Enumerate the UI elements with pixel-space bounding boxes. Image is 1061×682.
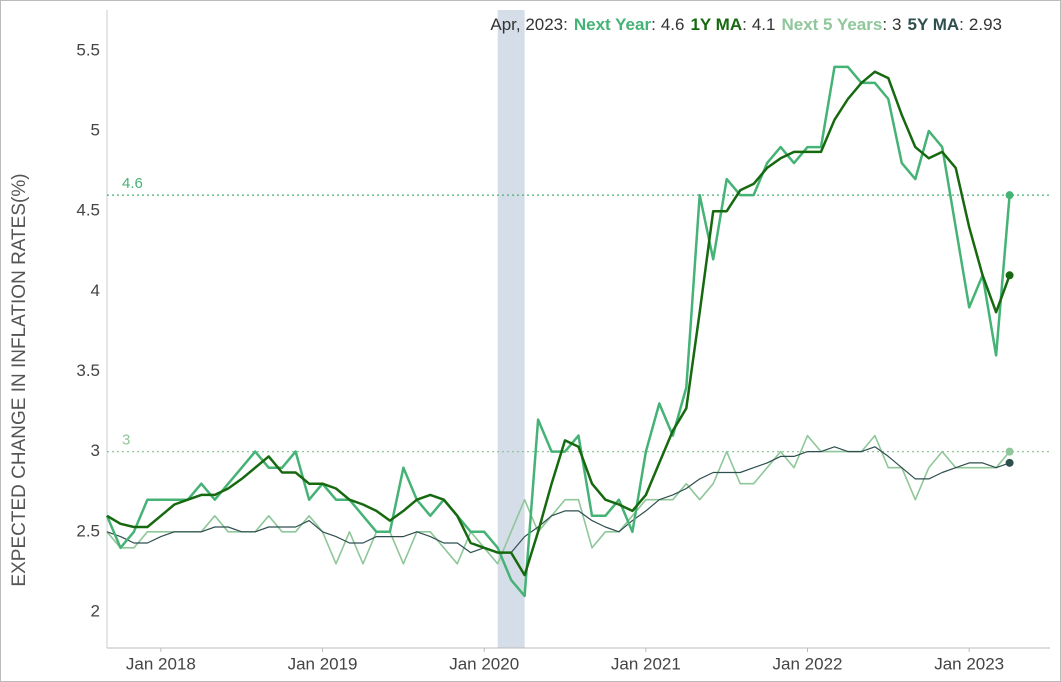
y-tick-label: 4.5 (76, 201, 100, 220)
y-tick-label: 2.5 (76, 521, 100, 540)
legend-sep: : (651, 15, 656, 34)
legend-value: 3 (892, 15, 901, 34)
reference-label: 3 (122, 432, 130, 449)
legend-sep: : (742, 15, 747, 34)
x-tick-label: Jan 2020 (449, 654, 519, 673)
series-line (106, 446, 1010, 554)
legend-name: 1Y MA (690, 15, 742, 34)
y-tick-label: 5 (91, 121, 100, 140)
header-date: Apr, 2023: (490, 15, 568, 34)
x-tick-label: Jan 2022 (773, 654, 843, 673)
plot-area: 2 2.5 3 3.5 4 4.5 5 5.5 Jan 2018 Jan 2019 Jan 2020… (76, 10, 1050, 673)
y-tick-label: 3.5 (76, 361, 100, 380)
legend-sep: : (882, 15, 887, 34)
x-tick-label: Jan 2021 (611, 654, 681, 673)
y-tick-label: 2 (91, 601, 100, 620)
x-tick-label: Jan 2018 (126, 654, 196, 673)
legend-sep: : (959, 15, 964, 34)
reference-label: 4.6 (122, 175, 143, 192)
series-line (105, 65, 1011, 598)
legend-value: 4.6 (661, 15, 685, 34)
legend-name: Next 5 Years (781, 15, 882, 34)
x-tick-label: Jan 2023 (934, 654, 1004, 673)
y-tick-label: 5.5 (76, 40, 100, 59)
y-axis-label: EXPECTED CHANGE IN INFLATION RATES(%) (9, 173, 30, 586)
last-point (1005, 458, 1014, 467)
x-tick-label: Jan 2019 (288, 654, 358, 673)
legend-value: 4.1 (752, 15, 776, 34)
legend-name: Next Year (574, 15, 652, 34)
header: Apr, 2023: Next Year: 4.6 1Y MA: 4.1 Next 5 Y… (490, 15, 1002, 34)
series-line (106, 70, 1011, 577)
series-line (106, 434, 1011, 565)
legend-name: 5Y MA (908, 15, 960, 34)
last-point (1005, 447, 1014, 456)
y-tick-label: 3 (91, 441, 100, 460)
y-tick-label: 4 (91, 281, 100, 300)
last-point (1005, 191, 1014, 200)
legend-value: 2.93 (969, 15, 1002, 34)
last-point (1005, 271, 1014, 280)
